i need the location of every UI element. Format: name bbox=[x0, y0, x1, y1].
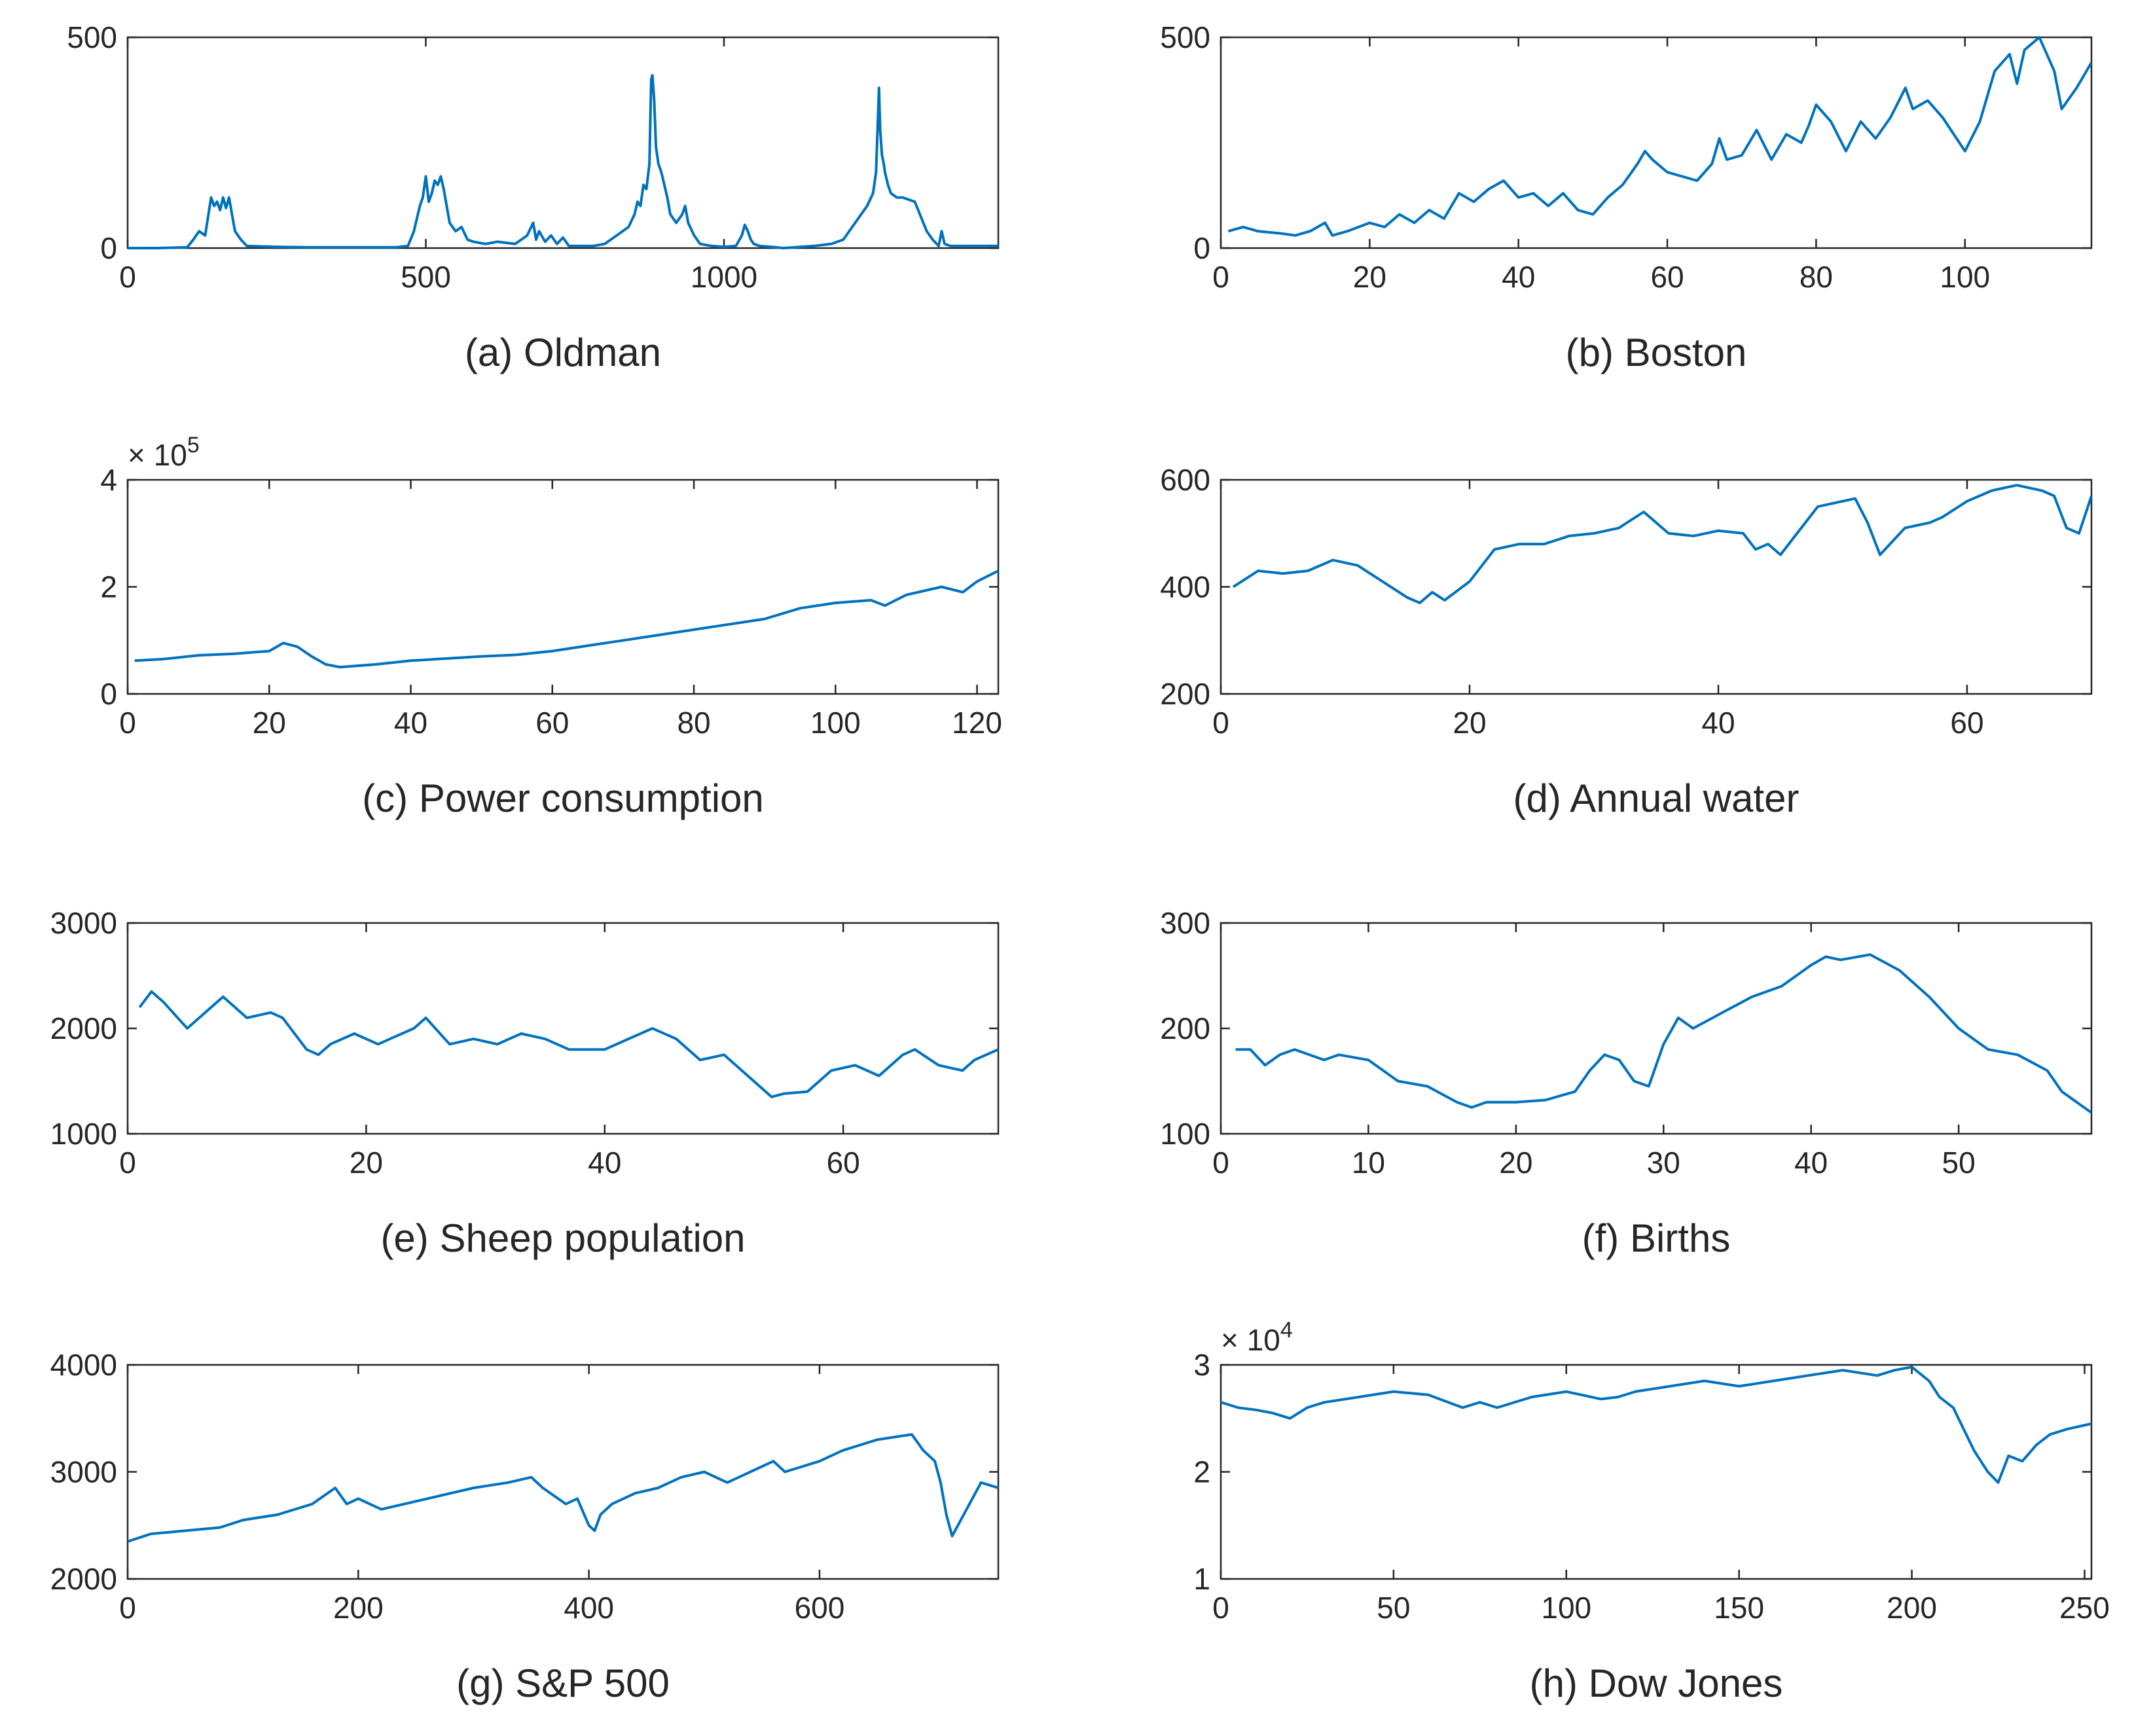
axes-box bbox=[126, 479, 1000, 695]
axes-box bbox=[126, 922, 1000, 1135]
x-tick-label: 120 bbox=[952, 706, 1002, 740]
x-tick-label: 0 bbox=[1212, 260, 1229, 294]
subplot-6: 0 200 400 600 2000 3000 4000 (g) S&P 500 bbox=[50, 1348, 1000, 1705]
series-line bbox=[128, 1433, 998, 1543]
x-tick-label: 0 bbox=[1212, 1591, 1229, 1625]
x-tick-label: 150 bbox=[1714, 1591, 1764, 1625]
y-tick-label: 600 bbox=[1160, 463, 1210, 497]
series-line bbox=[134, 570, 998, 669]
axes-box bbox=[1220, 36, 2093, 249]
x-tick-label: 60 bbox=[827, 1146, 860, 1180]
x-tick-label: 100 bbox=[1940, 260, 1990, 294]
y-tick-label: 500 bbox=[1160, 20, 1210, 54]
y-axis-exponent: × 105 bbox=[128, 433, 200, 472]
subplot-caption: (d) Annual water bbox=[1513, 776, 1799, 820]
y-tick-label: 0 bbox=[1193, 231, 1210, 265]
series-line bbox=[1227, 36, 2091, 237]
x-tick-label: 0 bbox=[119, 706, 136, 740]
x-tick-label: 50 bbox=[1377, 1591, 1410, 1625]
x-tick-label: 250 bbox=[2059, 1591, 2110, 1625]
x-tick-label: 0 bbox=[119, 1146, 136, 1180]
x-tick-label: 60 bbox=[1950, 706, 1983, 740]
subplot-0: 0 500 1000 0 500 (a) Oldman bbox=[67, 20, 1000, 374]
x-tick-label: 500 bbox=[401, 260, 451, 294]
y-tick-label: 0 bbox=[100, 231, 117, 265]
x-tick-label: 20 bbox=[1353, 260, 1386, 294]
x-tick-label: 1000 bbox=[691, 260, 757, 294]
subplot-caption: (a) Oldman bbox=[465, 331, 661, 374]
y-tick-label: 4 bbox=[100, 463, 117, 497]
axes-box bbox=[126, 1364, 1000, 1580]
x-tick-label: 50 bbox=[1942, 1146, 1976, 1180]
x-tick-label: 400 bbox=[564, 1591, 614, 1625]
subplot-3: 0 20 40 60 200 400 600 (d) Annual water bbox=[1160, 463, 2093, 820]
y-tick-label: 2000 bbox=[50, 1562, 117, 1596]
series-line bbox=[138, 990, 998, 1098]
y-tick-label: 0 bbox=[100, 677, 117, 711]
subplot-caption: (c) Power consumption bbox=[362, 776, 764, 820]
axes-box bbox=[126, 36, 1000, 249]
x-tick-label: 0 bbox=[119, 1591, 136, 1625]
x-tick-label: 40 bbox=[1701, 706, 1735, 740]
series-line bbox=[1221, 1365, 2091, 1484]
y-tick-label: 4000 bbox=[50, 1348, 117, 1382]
x-tick-label: 80 bbox=[1799, 260, 1833, 294]
x-tick-label: 600 bbox=[795, 1591, 845, 1625]
y-tick-label: 500 bbox=[67, 20, 117, 54]
y-tick-label: 300 bbox=[1160, 906, 1210, 940]
y-tick-label: 200 bbox=[1160, 1011, 1210, 1045]
x-tick-label: 40 bbox=[588, 1146, 621, 1180]
x-tick-label: 0 bbox=[1212, 706, 1229, 740]
x-tick-label: 200 bbox=[333, 1591, 384, 1625]
y-tick-label: 2 bbox=[1193, 1455, 1210, 1489]
x-tick-label: 30 bbox=[1647, 1146, 1680, 1180]
subplot-caption: (e) Sheep population bbox=[380, 1216, 745, 1260]
subplot-caption: (b) Boston bbox=[1566, 331, 1747, 374]
series-line bbox=[128, 74, 998, 249]
series-line bbox=[1232, 484, 2091, 604]
series-line bbox=[1235, 953, 2091, 1114]
x-tick-label: 40 bbox=[394, 706, 427, 740]
y-tick-label: 3000 bbox=[50, 1455, 117, 1489]
x-tick-label: 40 bbox=[1502, 260, 1535, 294]
x-tick-label: 20 bbox=[1499, 1146, 1532, 1180]
subplot-5: 0 10 20 30 40 50 100 200 300 (f) Births bbox=[1160, 906, 2093, 1260]
y-tick-label: 100 bbox=[1160, 1117, 1210, 1151]
y-axis-exponent: × 104 bbox=[1221, 1318, 1293, 1357]
x-tick-label: 0 bbox=[1212, 1146, 1229, 1180]
y-tick-label: 2000 bbox=[50, 1011, 117, 1045]
x-tick-label: 100 bbox=[1541, 1591, 1591, 1625]
y-tick-label: 200 bbox=[1160, 677, 1210, 711]
x-tick-label: 20 bbox=[253, 706, 286, 740]
subplot-caption: (g) S&P 500 bbox=[456, 1661, 670, 1705]
x-tick-label: 60 bbox=[1650, 260, 1684, 294]
subplot-7: 0 50 100 150 200 250 1 2 3 × 104 (h) Dow Jones bbox=[1193, 1318, 2109, 1705]
subplot-caption: (f) Births bbox=[1582, 1216, 1731, 1260]
x-tick-label: 20 bbox=[1453, 706, 1486, 740]
y-tick-label: 400 bbox=[1160, 570, 1210, 604]
subplot-4: 0 20 40 60 1000 2000 3000 (e) Sheep population bbox=[50, 906, 1000, 1260]
x-tick-label: 40 bbox=[1794, 1146, 1828, 1180]
x-tick-label: 20 bbox=[350, 1146, 383, 1180]
y-tick-label: 1000 bbox=[50, 1117, 117, 1151]
x-tick-label: 10 bbox=[1352, 1146, 1385, 1180]
y-tick-label: 1 bbox=[1193, 1562, 1210, 1596]
subplot-caption: (h) Dow Jones bbox=[1530, 1661, 1783, 1705]
x-tick-label: 80 bbox=[677, 706, 710, 740]
y-tick-label: 2 bbox=[100, 570, 117, 604]
subplot-2: 0 20 40 60 80 100 120 0 2 4 × 105 (c) Power consump… bbox=[100, 433, 1002, 820]
x-tick-label: 60 bbox=[535, 706, 569, 740]
subplot-1: 0 20 40 60 80 100 0 500 (b) Boston bbox=[1160, 20, 2093, 374]
y-tick-label: 3000 bbox=[50, 906, 117, 940]
axes-box bbox=[1220, 479, 2093, 695]
x-tick-label: 0 bbox=[119, 260, 136, 294]
x-tick-label: 200 bbox=[1887, 1591, 1937, 1625]
x-tick-label: 100 bbox=[810, 706, 861, 740]
y-tick-label: 3 bbox=[1193, 1348, 1210, 1382]
